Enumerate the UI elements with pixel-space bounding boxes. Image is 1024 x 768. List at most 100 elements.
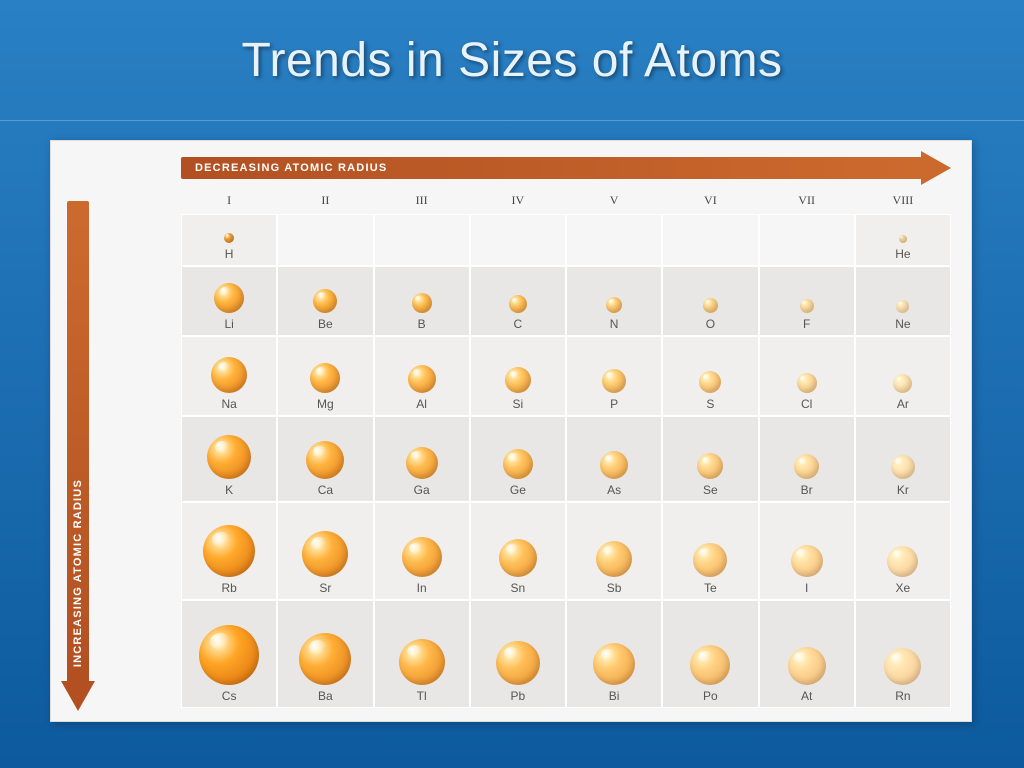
element-cell: Ba xyxy=(277,600,373,708)
empty-cell xyxy=(374,214,470,266)
atom-sphere-icon xyxy=(794,454,819,479)
element-cell: Se xyxy=(662,416,758,502)
group-header: III xyxy=(374,189,470,214)
atom-sphere-icon xyxy=(505,367,531,393)
element-cell: Bi xyxy=(566,600,662,708)
element-symbol: Po xyxy=(703,689,718,707)
element-cell: As xyxy=(566,416,662,502)
element-cell: Kr xyxy=(855,416,951,502)
atom-sphere-icon xyxy=(408,365,436,393)
atom-sphere-icon xyxy=(893,374,912,393)
element-symbol: Sb xyxy=(607,581,622,599)
element-symbol: Rn xyxy=(895,689,910,707)
atom-sphere-icon xyxy=(593,643,635,685)
atom-sphere-icon xyxy=(313,289,337,313)
element-cell: Al xyxy=(374,336,470,416)
element-cell: Si xyxy=(470,336,566,416)
element-symbol: C xyxy=(514,317,523,335)
element-symbol: Si xyxy=(513,397,524,415)
element-cell: Br xyxy=(759,416,855,502)
element-symbol: Cs xyxy=(222,689,237,707)
atom-sphere-icon xyxy=(899,235,907,243)
atom-sphere-icon xyxy=(887,546,918,577)
element-symbol: Br xyxy=(801,483,813,501)
atom-sphere-icon xyxy=(891,455,915,479)
atom-sphere-icon xyxy=(211,357,247,393)
element-cell: H xyxy=(181,214,277,266)
empty-cell xyxy=(662,214,758,266)
element-cell: Cs xyxy=(181,600,277,708)
element-symbol: Ar xyxy=(897,397,909,415)
decreasing-radius-arrow: DECREASING ATOMIC RADIUS xyxy=(181,151,951,185)
element-symbol: As xyxy=(607,483,621,501)
atom-sphere-icon xyxy=(600,451,628,479)
atom-sphere-icon xyxy=(788,647,826,685)
element-cell: Ar xyxy=(855,336,951,416)
element-cell: Sn xyxy=(470,502,566,600)
element-cell: F xyxy=(759,266,855,336)
atom-sphere-icon xyxy=(199,625,259,685)
element-symbol: P xyxy=(610,397,618,415)
atom-sphere-icon xyxy=(800,299,814,313)
element-cell: P xyxy=(566,336,662,416)
atom-sphere-icon xyxy=(693,543,727,577)
atom-sphere-icon xyxy=(406,447,438,479)
atom-sphere-icon xyxy=(402,537,442,577)
element-cell: Sr xyxy=(277,502,373,600)
v-arrow-label: INCREASING ATOMIC RADIUS xyxy=(72,479,84,681)
element-cell: Ca xyxy=(277,416,373,502)
element-symbol: Kr xyxy=(897,483,909,501)
arrow-head-right-icon xyxy=(921,151,951,185)
element-symbol: Rb xyxy=(221,581,236,599)
element-cell: S xyxy=(662,336,758,416)
element-cell: B xyxy=(374,266,470,336)
element-cell: Mg xyxy=(277,336,373,416)
empty-cell xyxy=(277,214,373,266)
element-symbol: At xyxy=(801,689,812,707)
atom-sphere-icon xyxy=(697,453,723,479)
element-symbol: Xe xyxy=(896,581,911,599)
element-cell: Be xyxy=(277,266,373,336)
element-cell: At xyxy=(759,600,855,708)
atom-sphere-icon xyxy=(896,300,909,313)
atom-sphere-icon xyxy=(703,298,718,313)
element-symbol: Ca xyxy=(318,483,333,501)
element-cell: I xyxy=(759,502,855,600)
element-symbol: Ge xyxy=(510,483,526,501)
group-header: V xyxy=(566,189,662,214)
atom-sphere-icon xyxy=(499,539,537,577)
atom-sphere-icon xyxy=(203,525,255,577)
empty-cell xyxy=(470,214,566,266)
increasing-radius-arrow: INCREASING ATOMIC RADIUS xyxy=(61,201,95,711)
element-symbol: B xyxy=(418,317,426,335)
atom-sphere-icon xyxy=(797,373,817,393)
atom-sphere-icon xyxy=(699,371,721,393)
atom-sphere-icon xyxy=(214,283,244,313)
element-symbol: Ga xyxy=(414,483,430,501)
element-symbol: Al xyxy=(416,397,427,415)
element-symbol: N xyxy=(610,317,619,335)
element-cell: K xyxy=(181,416,277,502)
element-symbol: Ba xyxy=(318,689,333,707)
element-cell: Pb xyxy=(470,600,566,708)
atom-sphere-icon xyxy=(496,641,540,685)
element-symbol: He xyxy=(895,247,910,265)
atom-sphere-icon xyxy=(224,233,234,243)
element-symbol: Ne xyxy=(895,317,910,335)
element-cell: Po xyxy=(662,600,758,708)
atom-sphere-icon xyxy=(503,449,533,479)
element-cell: In xyxy=(374,502,470,600)
element-symbol: Sr xyxy=(319,581,331,599)
element-symbol: Be xyxy=(318,317,333,335)
element-symbol: Cl xyxy=(801,397,812,415)
element-symbol: Mg xyxy=(317,397,334,415)
element-symbol: H xyxy=(225,247,234,265)
element-cell: O xyxy=(662,266,758,336)
atom-sphere-icon xyxy=(596,541,632,577)
element-symbol: S xyxy=(706,397,714,415)
element-symbol: Li xyxy=(224,317,233,335)
atom-sphere-icon xyxy=(310,363,340,393)
arrow-head-down-icon xyxy=(61,681,95,711)
element-symbol: I xyxy=(805,581,808,599)
element-cell: Rn xyxy=(855,600,951,708)
